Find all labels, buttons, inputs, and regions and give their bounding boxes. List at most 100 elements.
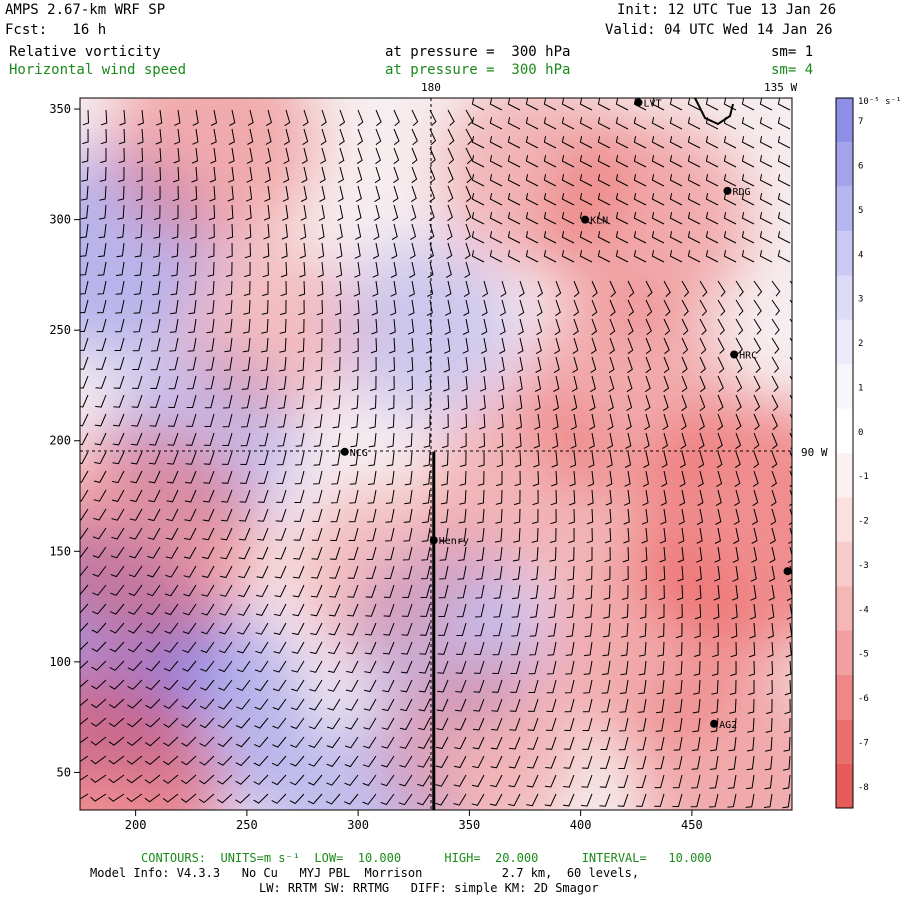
wind-barb xyxy=(513,508,521,524)
colorbar-swatch xyxy=(836,319,853,365)
wind-barb xyxy=(164,584,179,597)
wind-barb xyxy=(369,413,377,429)
wind-barb xyxy=(127,679,143,690)
wind-barb xyxy=(298,299,305,316)
wind-barb xyxy=(729,698,737,714)
wind-barb xyxy=(182,603,197,616)
wind-barb xyxy=(723,174,737,187)
wind-barb xyxy=(589,375,596,393)
wind-barb xyxy=(699,299,708,316)
wind-barb xyxy=(723,193,737,206)
wind-barb xyxy=(716,470,723,488)
wind-barb xyxy=(279,299,287,316)
wind-barb xyxy=(387,432,395,448)
wind-barb xyxy=(93,489,107,502)
wind-barb xyxy=(714,527,721,544)
wind-barb xyxy=(766,679,773,696)
colorbar-swatch xyxy=(836,142,853,187)
wind-barb xyxy=(228,147,235,164)
wind-barb xyxy=(599,774,611,788)
wind-barb xyxy=(385,489,395,504)
wind-barb xyxy=(80,755,89,763)
wind-barb xyxy=(174,109,181,126)
colorbar-label: -4 xyxy=(858,605,869,615)
wind-barb xyxy=(526,755,539,769)
wind-barb xyxy=(183,546,197,559)
wind-barb xyxy=(419,660,431,674)
wind-barb xyxy=(735,337,743,354)
wind-barb xyxy=(511,622,521,637)
wind-barb xyxy=(337,204,344,221)
wind-barb xyxy=(173,128,181,145)
wind-barb xyxy=(507,117,521,130)
wind-barb xyxy=(717,413,724,431)
wind-barb xyxy=(496,471,503,487)
wind-barb xyxy=(568,508,575,525)
wind-barb xyxy=(210,128,217,145)
wind-barb xyxy=(366,565,377,579)
wind-barb xyxy=(296,375,305,391)
wind-barb xyxy=(663,375,670,393)
wind-barb xyxy=(491,679,503,693)
wind-barb xyxy=(114,356,125,370)
wind-barb xyxy=(369,394,377,410)
wind-barb xyxy=(390,299,397,316)
wind-barb xyxy=(513,527,521,543)
wind-barb xyxy=(681,337,689,355)
wind-barb xyxy=(282,185,289,202)
wind-barb xyxy=(135,185,143,201)
wind-barb xyxy=(144,774,161,784)
wind-barb xyxy=(543,174,557,187)
wind-barb xyxy=(244,223,252,240)
wind-barb xyxy=(387,394,395,410)
wind-barb xyxy=(717,356,725,374)
wind-barb xyxy=(337,185,344,202)
wind-barb xyxy=(705,231,719,244)
wind-barb xyxy=(459,470,467,486)
wind-barb xyxy=(561,212,575,225)
wind-barb xyxy=(411,166,418,184)
wind-barb xyxy=(636,774,647,789)
wind-barb xyxy=(117,166,125,183)
wind-barb xyxy=(530,584,539,600)
wind-barb xyxy=(153,204,161,220)
station-marker xyxy=(581,215,590,224)
wind-barb xyxy=(597,98,611,111)
wind-barb xyxy=(237,622,251,635)
colorbar-label: 5 xyxy=(858,206,863,216)
wind-barb xyxy=(366,527,377,542)
wind-barb xyxy=(566,584,575,600)
wind-barb xyxy=(445,261,452,279)
colorbar-label: -7 xyxy=(858,738,869,748)
vorticity-blob xyxy=(292,485,469,662)
wind-barb xyxy=(130,470,143,484)
wind-barb xyxy=(271,774,287,786)
colorbar-swatch xyxy=(836,719,853,764)
wind-barb xyxy=(510,679,521,693)
wind-barb xyxy=(182,622,197,635)
x-tick-label: 350 xyxy=(459,818,481,832)
wind-barb xyxy=(563,755,575,769)
vorticity-blob xyxy=(181,242,358,419)
wind-barb xyxy=(717,299,726,316)
wind-barb xyxy=(115,261,125,276)
wind-barb xyxy=(146,622,161,634)
wind-barb xyxy=(698,451,705,469)
wind-barb xyxy=(350,432,359,448)
wind-barb xyxy=(219,622,233,635)
wind-barb xyxy=(229,109,236,126)
wind-barb xyxy=(454,717,467,731)
wind-barb xyxy=(245,204,252,221)
wind-barb xyxy=(134,261,143,277)
vorticity-blob xyxy=(336,242,513,419)
wind-barb xyxy=(741,155,755,168)
wind-barb xyxy=(770,489,777,507)
wind-barb xyxy=(308,755,323,767)
wind-barb xyxy=(260,356,269,372)
wind-barb xyxy=(80,470,89,483)
wind-barb xyxy=(472,736,485,750)
colorbar-swatch xyxy=(836,763,853,808)
wind-barb xyxy=(186,413,197,427)
wind-barb xyxy=(114,318,125,333)
y-tick-label: 50 xyxy=(57,765,71,779)
